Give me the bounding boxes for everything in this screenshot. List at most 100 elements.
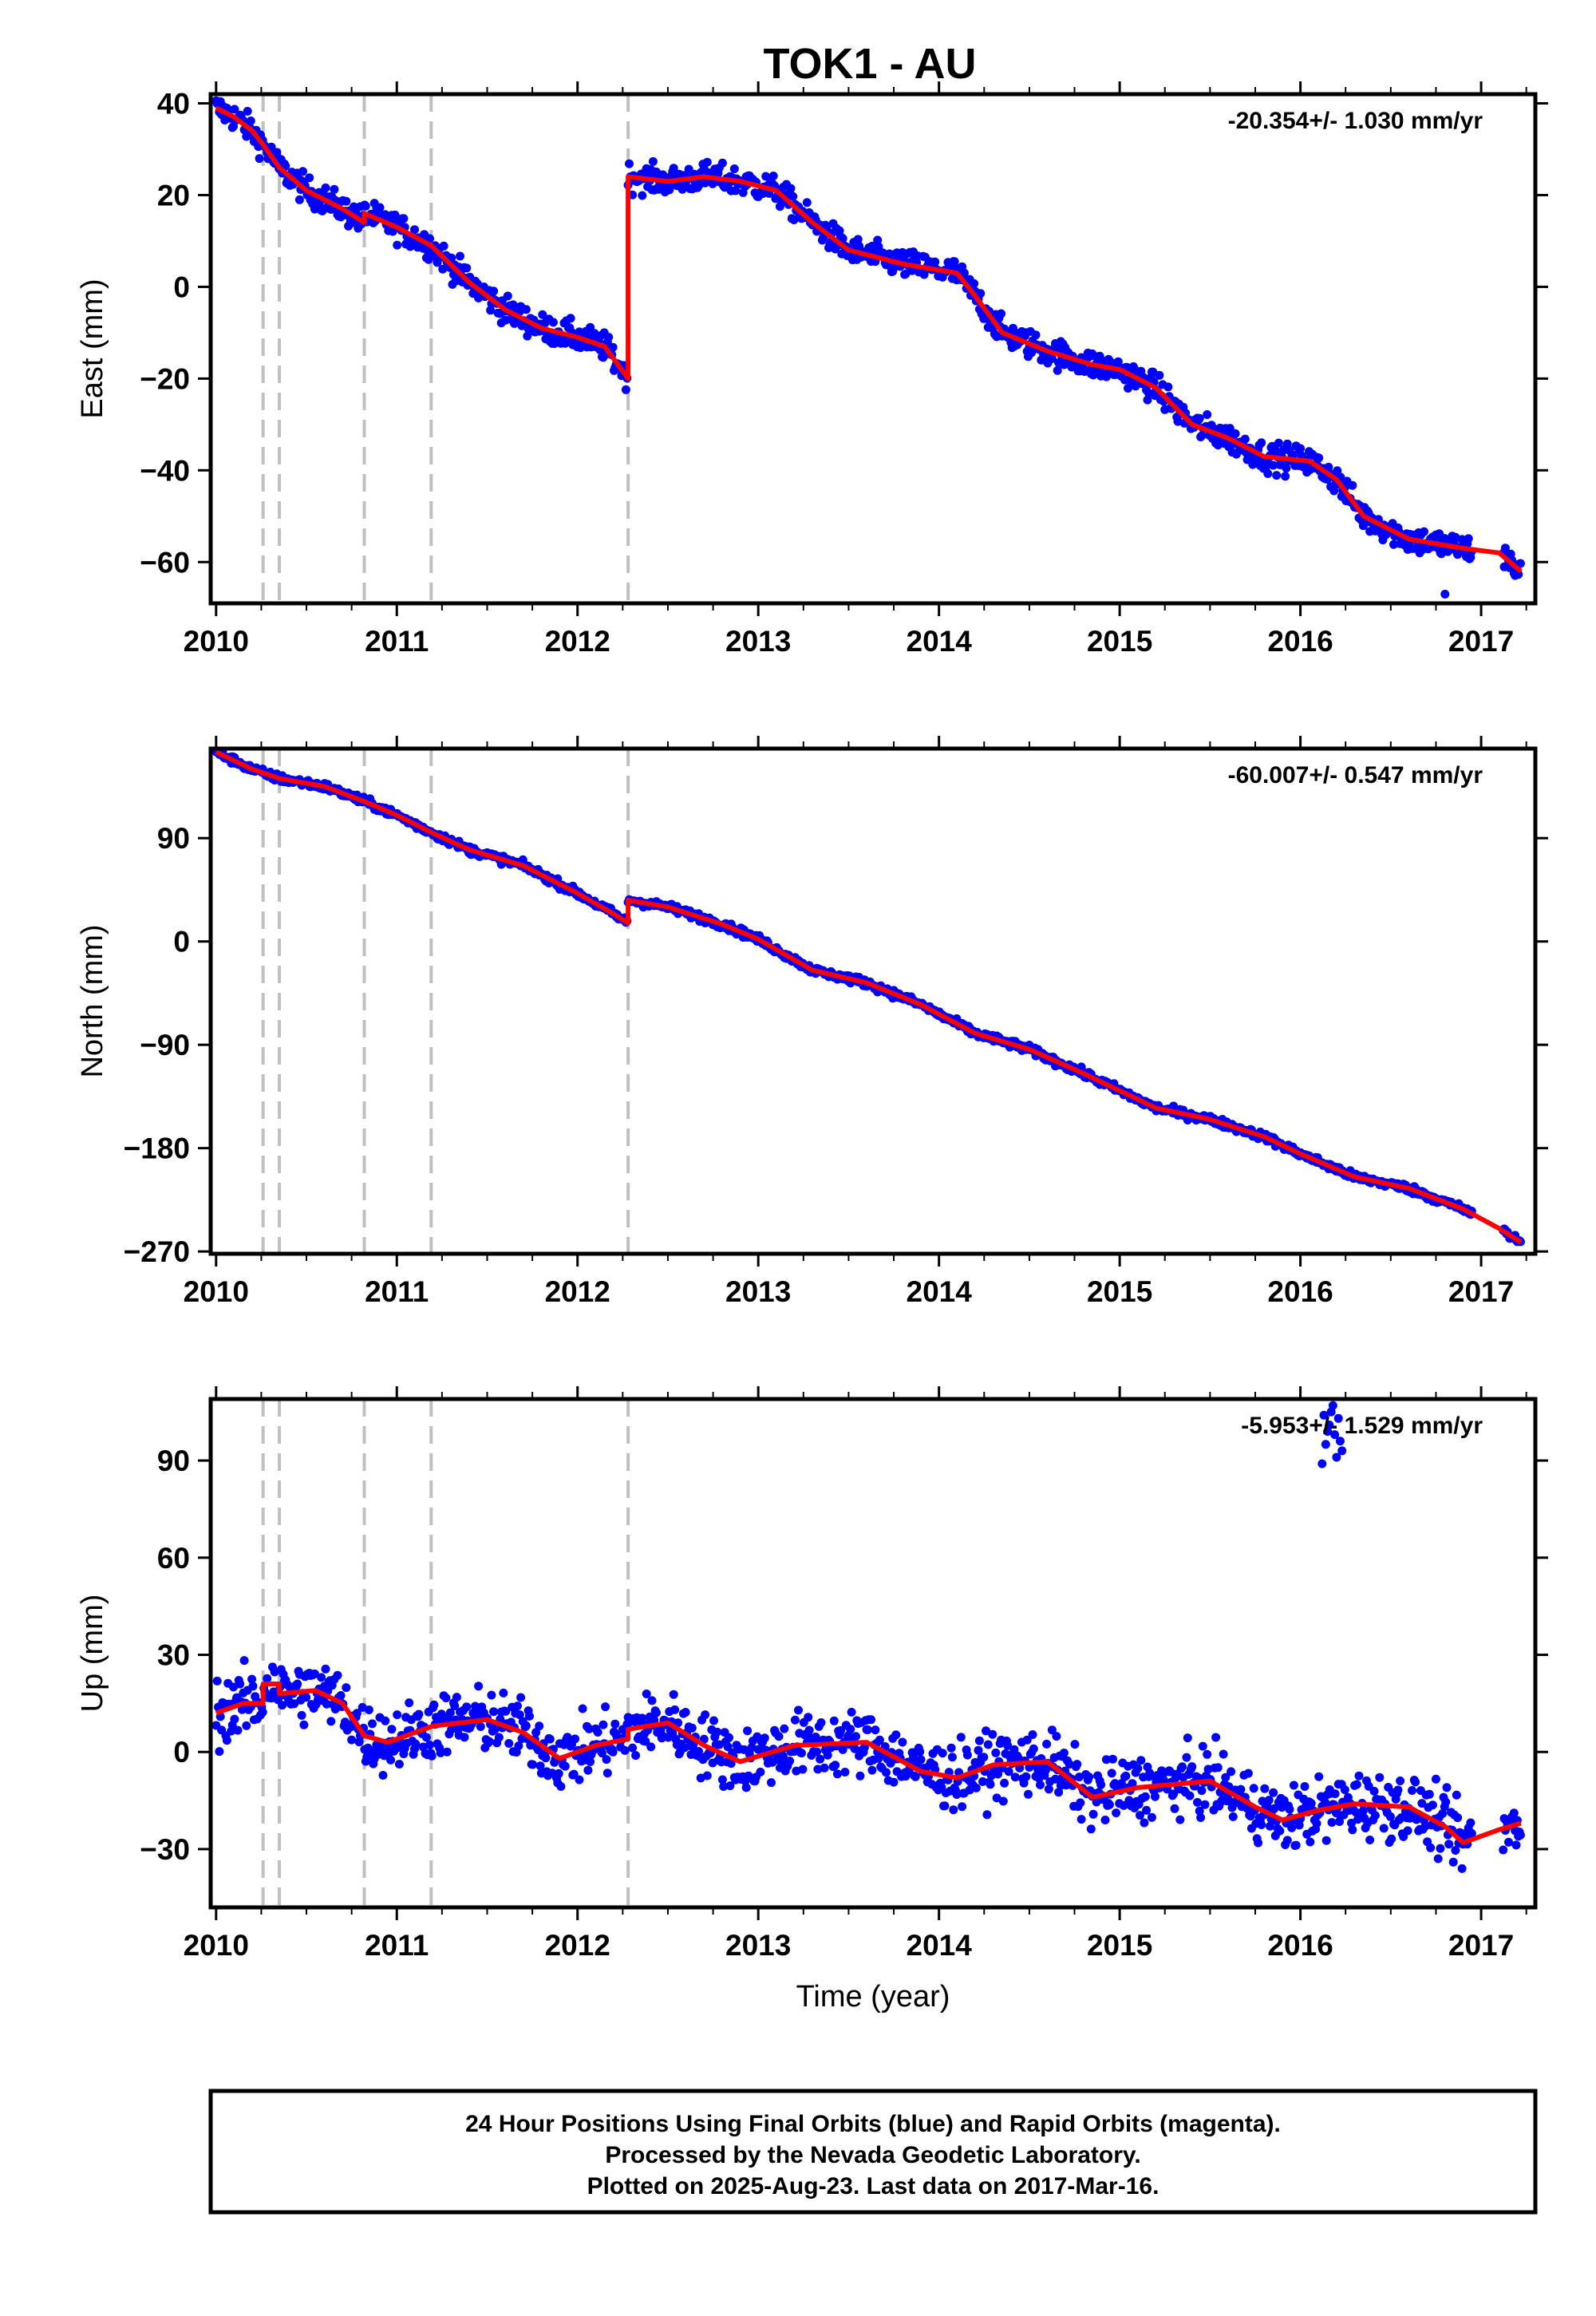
up-data-point [1076, 1798, 1085, 1808]
up-data-point [774, 1732, 784, 1741]
up-data-point [652, 1708, 661, 1717]
up-data-point [798, 1765, 808, 1774]
up-data-point [429, 1700, 439, 1709]
footer-line-2: Processed by the Nevada Geodetic Laborat… [605, 2142, 1140, 2168]
east-data-point [788, 192, 798, 201]
up-data-point [986, 1780, 995, 1789]
east-data-point [1274, 438, 1283, 448]
east-data-point [1257, 438, 1266, 448]
east-data-point [243, 106, 252, 116]
up-data-point [405, 1698, 414, 1708]
footer-frame [208, 2089, 1538, 2215]
up-data-point [242, 1721, 251, 1730]
north-axis-ticks: 2010 2011 2012 2013 2014 2015 2016 2017 90 0 −90 −1… [124, 736, 1548, 1308]
up-data-point [333, 1670, 342, 1680]
up-data-point [299, 1720, 309, 1729]
up-y-tick-label: 30 [157, 1639, 190, 1672]
east-data-point [1272, 471, 1282, 480]
up-data-point [1000, 1778, 1009, 1788]
north-y-axis-label: North (mm) [76, 924, 109, 1077]
up-data-point [670, 1705, 680, 1714]
up-data-point [1175, 1815, 1185, 1824]
up-data-point [952, 1790, 962, 1799]
up-data-point [915, 1747, 925, 1757]
up-data-point [687, 1723, 697, 1733]
up-data-point [1436, 1844, 1445, 1853]
up-data-point [638, 1713, 647, 1723]
up-data-point [1306, 1837, 1315, 1847]
up-plot-frame [208, 1397, 1538, 1910]
east-data-point [638, 191, 647, 200]
up-data-point [889, 1777, 899, 1787]
east-data-point [1281, 472, 1290, 481]
up-data-point [723, 1742, 733, 1752]
up-data-point [598, 1749, 606, 1758]
east-data-point [901, 269, 911, 279]
up-data-point [628, 1743, 638, 1753]
up-axis-ticks: 2010 2011 2012 2013 2014 2015 2016 2017 90 60 30 0 −… [140, 1386, 1548, 1962]
east-data-point [566, 314, 575, 323]
up-data-point [322, 1699, 331, 1709]
east-data-point [1225, 424, 1235, 433]
up-data-point [601, 1702, 610, 1712]
up-data-point [1028, 1730, 1037, 1739]
up-data-point [1170, 1804, 1179, 1813]
up-data-point [1183, 1733, 1192, 1743]
east-data-point [959, 268, 969, 278]
up-y-tick-label: 90 [157, 1445, 190, 1477]
up-outlier-point [1333, 1413, 1343, 1423]
up-data-point [702, 1771, 712, 1780]
up-data-point [1396, 1777, 1405, 1785]
east-data-point [976, 289, 986, 298]
east-data-point [621, 385, 630, 394]
up-data-point [891, 1730, 901, 1740]
east-data-point [665, 185, 674, 195]
up-data-point [484, 1737, 494, 1746]
east-data-point [930, 257, 940, 267]
east-data-point [456, 251, 464, 261]
up-data-point [641, 1737, 650, 1746]
east-data-point [729, 164, 739, 173]
footer-box: 24 Hour Positions Using Final Orbits (bl… [208, 2089, 1538, 2215]
east-data-point [361, 201, 370, 211]
up-data-point [1084, 1773, 1094, 1781]
up-data-point [336, 1691, 346, 1700]
up-data-point [531, 1728, 541, 1737]
up-data-point [1010, 1773, 1020, 1782]
east-data-point [669, 164, 678, 173]
up-data-point [840, 1768, 850, 1777]
east-data-point [521, 305, 531, 314]
east-x-tick-label: 2015 [1087, 625, 1152, 658]
up-data-point [504, 1739, 514, 1748]
up-outlier-point [1337, 1446, 1347, 1456]
up-data-point [974, 1745, 983, 1755]
up-data-point [1112, 1808, 1121, 1818]
up-data-point [982, 1726, 990, 1736]
up-y-tick-label: 0 [173, 1736, 190, 1769]
east-data-point [321, 183, 330, 192]
up-data-point [1021, 1772, 1031, 1781]
east-y-tick-label: −20 [140, 362, 190, 395]
up-data-point [1096, 1780, 1106, 1789]
up-data-point [647, 1696, 657, 1705]
east-data-point [648, 156, 658, 166]
east-data-point [1031, 330, 1041, 340]
up-data-point [593, 1728, 602, 1737]
up-data-point [1287, 1823, 1297, 1832]
up-data-point [832, 1769, 842, 1779]
up-data-point [1393, 1785, 1403, 1795]
up-data-point [425, 1741, 434, 1749]
up-outlier-point [1335, 1437, 1345, 1446]
up-data-point [669, 1690, 678, 1699]
east-data-point [294, 195, 304, 204]
up-data-point [233, 1725, 243, 1735]
x-axis-label: Time (year) [796, 1980, 950, 2014]
up-data-point [992, 1793, 1001, 1803]
footer-line-3: Plotted on 2025-Aug-23. Last data on 201… [587, 2173, 1159, 2199]
up-data-point [1197, 1786, 1207, 1796]
up-data-point [713, 1727, 722, 1737]
up-data-point [501, 1706, 511, 1716]
east-x-tick-label: 2012 [545, 625, 610, 658]
up-data-point [1221, 1773, 1231, 1782]
north-y-tick-label: −90 [140, 1029, 190, 1061]
